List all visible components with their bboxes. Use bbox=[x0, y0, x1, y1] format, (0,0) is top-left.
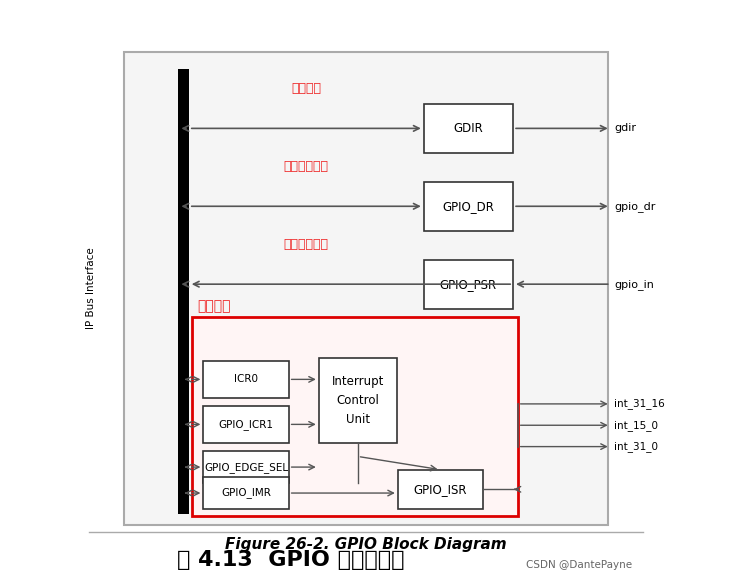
Text: 图 4.13  GPIO 内部模块图: 图 4.13 GPIO 内部模块图 bbox=[177, 550, 405, 570]
FancyBboxPatch shape bbox=[203, 406, 288, 443]
FancyBboxPatch shape bbox=[424, 260, 513, 309]
Text: 读取输入电平: 读取输入电平 bbox=[284, 238, 329, 251]
Text: ICR0: ICR0 bbox=[234, 374, 258, 384]
Text: 设置方向: 设置方向 bbox=[291, 82, 321, 95]
FancyBboxPatch shape bbox=[203, 451, 288, 483]
Text: int_31_0: int_31_0 bbox=[614, 441, 658, 452]
FancyBboxPatch shape bbox=[203, 361, 288, 398]
FancyBboxPatch shape bbox=[397, 470, 483, 509]
Text: gpio_in: gpio_in bbox=[614, 279, 654, 290]
Text: gdir: gdir bbox=[614, 123, 636, 133]
Text: int_31_16: int_31_16 bbox=[614, 399, 665, 409]
Text: Figure 26-2. GPIO Block Diagram: Figure 26-2. GPIO Block Diagram bbox=[225, 537, 507, 552]
Text: GPIO_EDGE_SEL: GPIO_EDGE_SEL bbox=[204, 462, 288, 473]
Bar bbox=[179, 69, 189, 514]
FancyBboxPatch shape bbox=[424, 104, 513, 153]
Text: 中断相关: 中断相关 bbox=[198, 299, 231, 313]
Text: gpio_dr: gpio_dr bbox=[614, 201, 655, 212]
FancyBboxPatch shape bbox=[192, 317, 518, 516]
Text: GDIR: GDIR bbox=[454, 122, 483, 135]
FancyBboxPatch shape bbox=[424, 182, 513, 231]
Text: int_15_0: int_15_0 bbox=[614, 420, 658, 430]
Text: GPIO_DR: GPIO_DR bbox=[442, 200, 494, 213]
Text: GPIO_IMR: GPIO_IMR bbox=[221, 488, 271, 499]
FancyBboxPatch shape bbox=[318, 358, 397, 443]
Text: GPIO_ISR: GPIO_ISR bbox=[414, 483, 467, 496]
Text: GPIO_ICR1: GPIO_ICR1 bbox=[218, 419, 274, 430]
Text: Interrupt
Control
Unit: Interrupt Control Unit bbox=[332, 375, 384, 426]
FancyBboxPatch shape bbox=[124, 52, 608, 525]
Text: IP Bus Interface: IP Bus Interface bbox=[86, 248, 96, 329]
Text: GPIO_PSR: GPIO_PSR bbox=[440, 278, 497, 291]
FancyBboxPatch shape bbox=[203, 477, 288, 509]
Text: CSDN @DantePayne: CSDN @DantePayne bbox=[526, 560, 632, 570]
Text: 设置输出电平: 设置输出电平 bbox=[284, 160, 329, 173]
